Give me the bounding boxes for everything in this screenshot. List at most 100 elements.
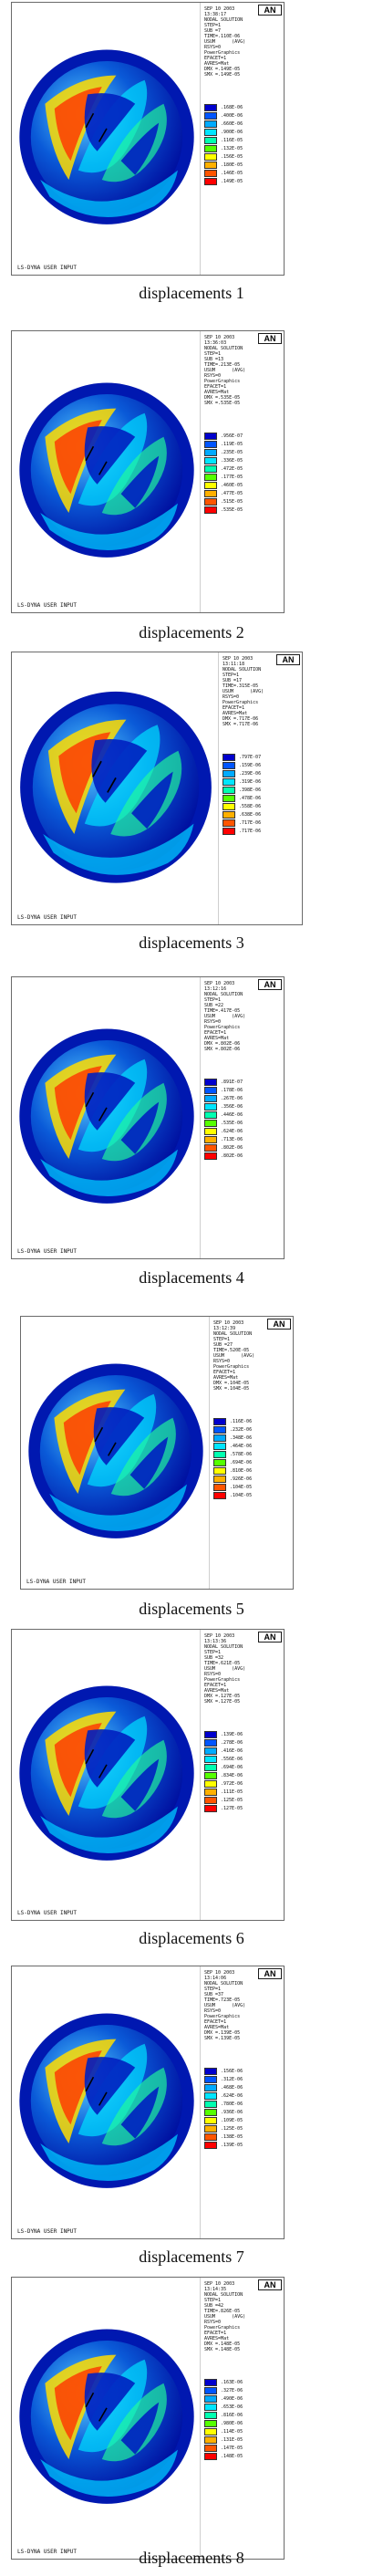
legend-row: .638E-06 bbox=[223, 810, 299, 819]
result-panel-4: AN SEP 10 2003 13:12:16 NODAL SOLUTION ST… bbox=[11, 976, 285, 1259]
legend-row: .464E-06 bbox=[213, 1442, 290, 1450]
legend-value: .132E-05 bbox=[221, 145, 243, 151]
legend-row: .163E-06 bbox=[204, 2378, 281, 2386]
legend-swatch bbox=[204, 1796, 217, 1804]
figure-caption: displacements 6 bbox=[139, 1929, 244, 1947]
legend-value: .694E-06 bbox=[221, 1764, 243, 1770]
legend-swatch bbox=[204, 2133, 217, 2141]
footer-label: LS-DYNA USER INPUT bbox=[17, 2549, 78, 2555]
legend-row: .653E-06 bbox=[204, 2403, 281, 2411]
legend-row: .478E-06 bbox=[223, 794, 299, 802]
legend-row: .319E-06 bbox=[223, 777, 299, 786]
legend-value: .156E-05 bbox=[221, 153, 243, 160]
legend-row: .802E-06 bbox=[204, 1143, 281, 1152]
result-sidebar: AN SEP 10 2003 13:12:16 NODAL SOLUTION ST… bbox=[200, 977, 284, 1258]
legend-value: .535E-05 bbox=[221, 506, 243, 513]
legend-row: .472E-05 bbox=[204, 464, 281, 473]
legend-swatch bbox=[204, 1094, 217, 1102]
sphere-contour-plot bbox=[19, 49, 194, 224]
legend-value: .713E-06 bbox=[221, 1136, 243, 1142]
legend-value: .139E-05 bbox=[221, 2142, 243, 2148]
legend-value: .717E-06 bbox=[239, 828, 262, 834]
legend-row: .336E-05 bbox=[204, 456, 281, 464]
legend-row: .119E-05 bbox=[204, 440, 281, 448]
legend-value: .327E-06 bbox=[221, 2387, 243, 2393]
legend-row: .578E-06 bbox=[213, 1450, 290, 1458]
contour-legend: .163E-06 .327E-06 .490E-06 .653E-06 .816E-06… bbox=[204, 2378, 281, 2478]
legend-value: .235E-05 bbox=[221, 449, 243, 455]
footer-label: LS-DYNA USER INPUT bbox=[17, 1910, 78, 1916]
legend-value: .478E-06 bbox=[239, 795, 262, 801]
sphere-contour-plot bbox=[19, 1028, 194, 1204]
legend-row: .104E-05 bbox=[213, 1483, 290, 1491]
legend-value: .239E-06 bbox=[239, 770, 262, 777]
legend-row: .694E-06 bbox=[204, 1763, 281, 1771]
legend-swatch bbox=[204, 1755, 217, 1763]
legend-row: .116E-06 bbox=[213, 1417, 290, 1425]
result-panel-3: AN SEP 10 2003 13:11:18 NODAL SOLUTION ST… bbox=[11, 652, 303, 925]
solution-info-text: SEP 10 2003 13:13:36 NODAL SOLUTION STEP… bbox=[204, 1633, 246, 1705]
legend-value: .119E-05 bbox=[221, 441, 243, 447]
legend-value: .624E-06 bbox=[221, 2092, 243, 2099]
legend-value: .638E-06 bbox=[239, 811, 262, 818]
contour-legend: .156E-06 .312E-06 .468E-06.624E-06 .780E-06… bbox=[204, 2067, 281, 2167]
legend-row: .138E-05 bbox=[204, 2133, 281, 2141]
contour-legend: .891E-07 .178E-06 .267E-06 .356E-06.446E-06… bbox=[204, 1078, 281, 1178]
legend-row: .416E-06 bbox=[204, 1747, 281, 1755]
legend-swatch bbox=[204, 2141, 217, 2149]
legend-value: .446E-06 bbox=[221, 1111, 243, 1118]
figure-caption: displacements 4 bbox=[139, 1268, 244, 1287]
legend-swatch bbox=[204, 144, 217, 152]
legend-row: .109E-05 bbox=[204, 2116, 281, 2124]
ansys-logo-icon: AN bbox=[258, 333, 282, 344]
legend-row: .267E-06 bbox=[204, 1094, 281, 1102]
legend-swatch bbox=[213, 1425, 226, 1434]
legend-row: .834E-06 bbox=[204, 1771, 281, 1779]
legend-swatch bbox=[204, 456, 217, 464]
contour-legend: .168E-06 .400E-06.660E-06 .900E-06 .116E-05… bbox=[204, 103, 281, 203]
legend-value: .515E-05 bbox=[221, 498, 243, 505]
solution-info-text: SEP 10 2003 13:11:18 NODAL SOLUTION STEP… bbox=[223, 656, 264, 727]
legend-value: .802E-06 bbox=[221, 1144, 243, 1151]
legend-value: .694E-06 bbox=[230, 1459, 253, 1465]
legend-value: .956E-07 bbox=[221, 433, 243, 439]
legend-value: .163E-06 bbox=[221, 2379, 243, 2385]
contour-legend: .797E-07 .159E-06 .239E-06.319E-06 .398E-06… bbox=[223, 753, 299, 853]
legend-row: .515E-05 bbox=[204, 497, 281, 506]
contour-legend: .116E-06 .232E-06.348E-06 .464E-06 .578E-06… bbox=[213, 1417, 290, 1517]
legend-value: .267E-06 bbox=[221, 1095, 243, 1101]
legend-swatch bbox=[223, 753, 235, 761]
legend-row: .235E-05 bbox=[204, 448, 281, 456]
legend-value: .816E-06 bbox=[221, 2412, 243, 2418]
legend-row: .114E-05 bbox=[204, 2427, 281, 2435]
solution-info-text: SEP 10 2003 13:12:39 NODAL SOLUTION STEP… bbox=[213, 1320, 255, 1392]
legend-swatch bbox=[223, 769, 235, 777]
legend-value: .146E-05 bbox=[221, 170, 243, 176]
legend-value: .348E-06 bbox=[230, 1434, 253, 1441]
figure-caption: displacements 7 bbox=[139, 2247, 244, 2266]
legend-swatch bbox=[223, 794, 235, 802]
contour-legend: .139E-06 .278E-06.416E-06 .556E-06 .694E-06… bbox=[204, 1730, 281, 1830]
legend-swatch bbox=[223, 819, 235, 827]
figure-caption: displacements 1 bbox=[139, 284, 244, 302]
legend-row: .490E-06 bbox=[204, 2394, 281, 2403]
legend-swatch bbox=[204, 2100, 217, 2108]
legend-swatch bbox=[204, 448, 217, 456]
legend-value: .356E-06 bbox=[221, 1103, 243, 1110]
legend-row: .535E-06 bbox=[204, 1119, 281, 1127]
legend-value: .336E-05 bbox=[221, 457, 243, 464]
legend-row: .147E-05 bbox=[204, 2444, 281, 2452]
legend-swatch bbox=[223, 802, 235, 810]
legend-swatch bbox=[204, 2091, 217, 2100]
legend-value: .312E-06 bbox=[221, 2076, 243, 2082]
legend-value: .148E-05 bbox=[221, 2453, 243, 2459]
legend-swatch bbox=[204, 497, 217, 506]
legend-row: .139E-05 bbox=[204, 2141, 281, 2149]
legend-swatch bbox=[204, 136, 217, 144]
legend-row: .132E-05 bbox=[204, 144, 281, 152]
legend-swatch bbox=[213, 1483, 226, 1491]
legend-row: .780E-06 bbox=[204, 2100, 281, 2108]
legend-row: .139E-06 bbox=[204, 1730, 281, 1738]
legend-row: .797E-07 bbox=[223, 753, 299, 761]
legend-value: .797E-07 bbox=[239, 754, 262, 760]
